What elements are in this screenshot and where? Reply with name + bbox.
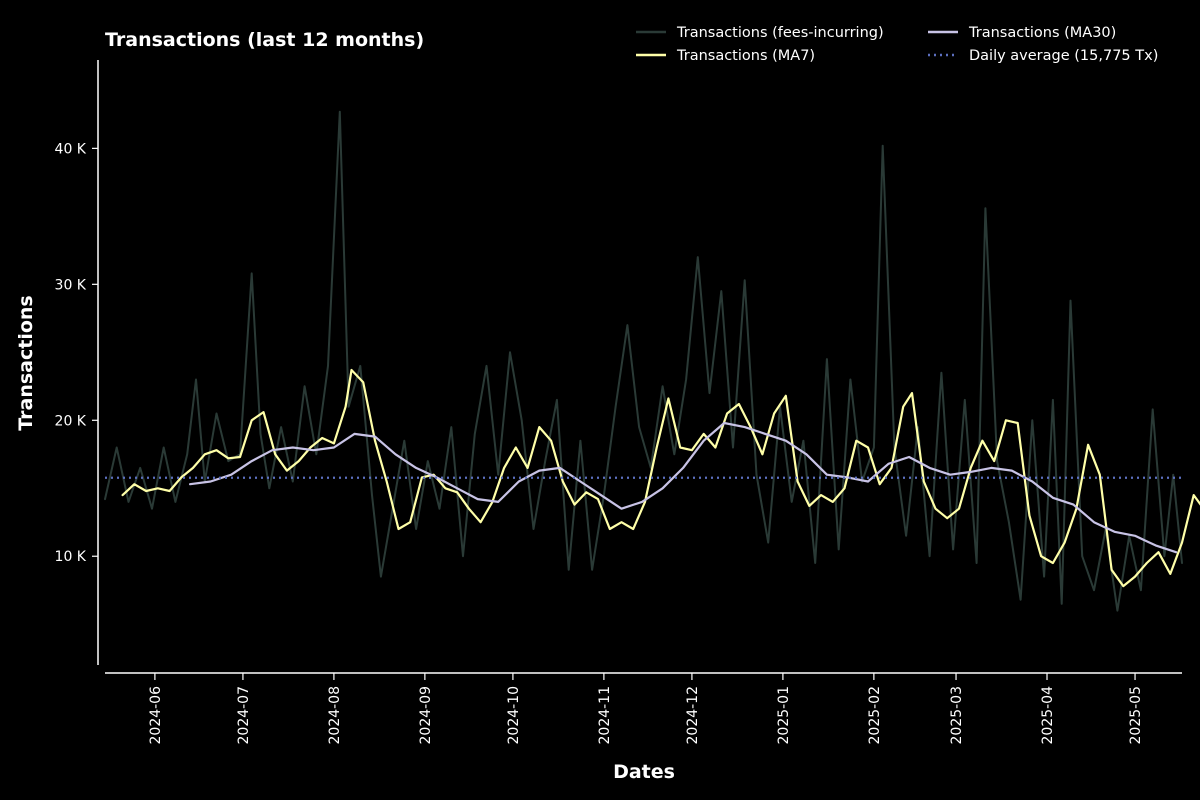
legend-label: Daily average (15,775 Tx) [969,48,1158,64]
x-tick-label: 2025-01 [776,686,792,745]
legend-label: Transactions (fees-incurring) [676,25,884,41]
legend-item: Transactions (MA30) [928,25,1116,41]
legend-item: Transactions (MA7) [636,48,815,64]
chart-title: Transactions (last 12 months) [105,29,424,51]
y-tick-label: 30 K [55,277,87,293]
legend-item: Transactions (fees-incurring) [636,25,884,41]
x-tick-label: 2024-09 [418,686,434,745]
legend-label: Transactions (MA30) [968,25,1116,41]
x-tick-label: 2024-07 [236,686,252,745]
x-tick-label: 2024-08 [327,686,343,745]
series-line-0 [104,110,1183,612]
legend-item: Daily average (15,775 Tx) [928,48,1158,64]
x-tick-label: 2024-11 [597,686,613,745]
x-tick-label: 2025-02 [867,686,883,745]
x-tick-label: 2024-12 [685,686,701,745]
x-tick-label: 2024-06 [148,686,164,745]
x-tick-label: 2024-10 [506,686,522,745]
x-tick-label: 2025-05 [1128,686,1144,745]
series-line-1 [121,368,1200,588]
y-tick-label: 40 K [55,141,87,157]
y-axis-label: Transactions [15,295,37,430]
x-axis-label: Dates [613,761,675,783]
x-tick-label: 2025-03 [949,686,965,745]
y-tick-label: 20 K [55,413,87,429]
plot-area: 10 K 20 K 30 K 40 K 2024-06 2024-07 2024-08 202… [55,60,1200,745]
y-tick-label: 10 K [55,549,87,565]
x-tick-label: 2025-04 [1040,686,1056,745]
legend-label: Transactions (MA7) [676,48,815,64]
legend: Transactions (fees-incurring) Transaction… [636,25,1158,64]
series-line-2 [189,421,1178,554]
